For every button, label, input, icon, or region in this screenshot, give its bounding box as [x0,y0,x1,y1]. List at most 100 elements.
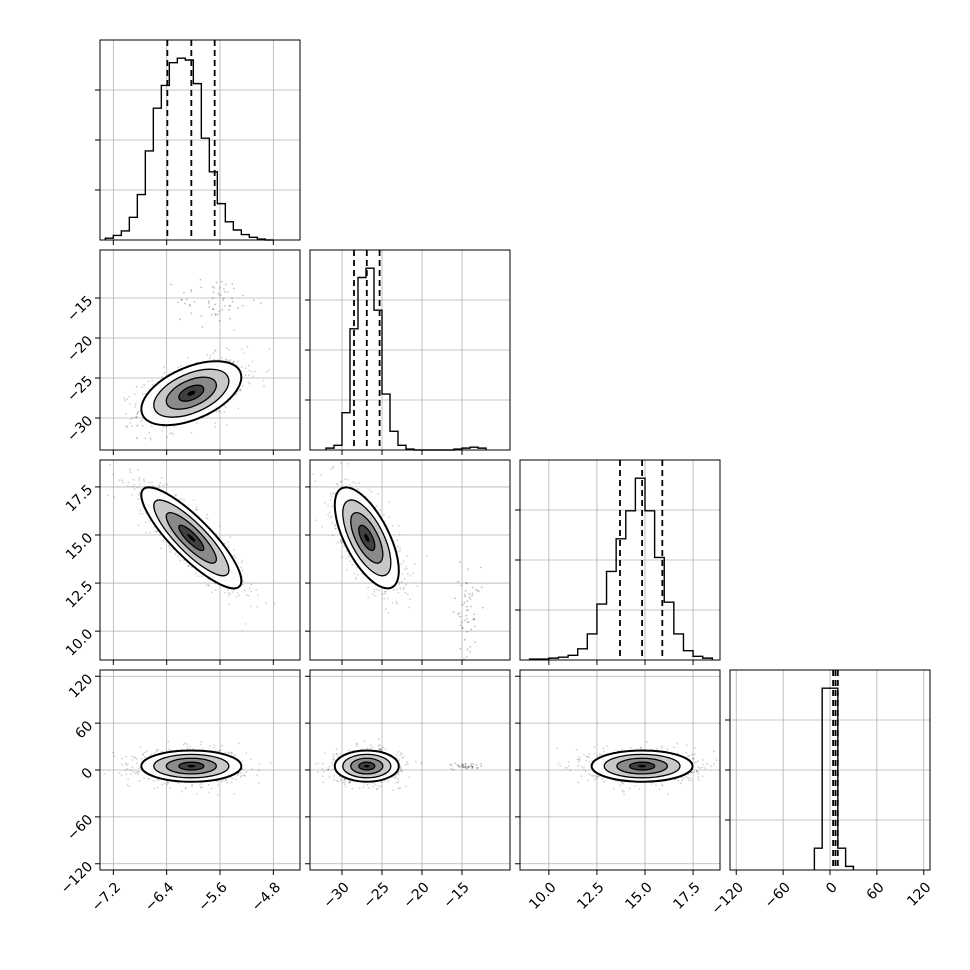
scatter-point [200,314,203,317]
scatter-point [464,763,467,766]
scatter-point [189,745,192,748]
scatter-point [327,513,329,516]
scatter-point [180,365,182,367]
scatter-point [127,481,130,484]
scatter-point [416,585,419,587]
scatter-point [124,399,126,402]
scatter-point [217,793,219,796]
scatter-point [396,550,399,553]
scatter-point [149,438,152,441]
scatter-point [134,757,137,759]
scatter-point [171,548,174,551]
scatter-point [161,783,163,786]
scatter-point [463,619,466,622]
scatter-point [129,422,132,424]
scatter-point [400,580,403,583]
scatter-point [177,782,179,785]
scatter-point [559,765,562,767]
scatter-point [213,746,216,749]
scatter-point [387,780,389,782]
scatter-point [160,750,163,753]
scatter-point [252,375,255,378]
scatter-point [329,468,332,470]
scatter-point [369,747,372,750]
scatter-point [234,394,237,396]
scatter-point [239,388,242,391]
scatter-point [468,766,471,768]
scatter-point [229,593,231,595]
scatter-point [469,764,472,767]
scatter-point [223,410,226,413]
scatter-point [236,774,239,776]
scatter-point [141,754,144,756]
scatter-point [148,431,150,434]
scatter-point [231,777,234,780]
scatter-point [127,485,129,487]
scatter-point [141,419,144,421]
scatter-point [131,759,134,761]
scatter-point [138,770,140,773]
scatter-point [470,765,473,768]
scatter-point [223,404,226,407]
scatter-point [694,753,696,756]
scatter-point [355,482,358,485]
scatter-point [459,765,461,768]
scatter-point [222,779,225,782]
scatter-point [211,297,214,300]
scatter-point [621,781,624,783]
scatter-point [194,508,197,511]
scatter-point [415,760,417,763]
scatter-point [230,781,233,784]
scatter-point [124,762,127,764]
scatter-point [372,593,374,596]
scatter-point [177,366,179,369]
scatter-point [200,743,202,746]
scatter-point [356,743,359,745]
scatter-point [125,425,127,428]
scatter-point [466,621,469,623]
scatter-point [206,518,209,520]
scatter-point [339,752,341,755]
scatter-point [380,785,383,788]
scatter-point [470,605,472,608]
scatter-point [480,763,483,765]
scatter-point [224,305,226,307]
scatter-point [233,554,236,557]
scatter-point [465,614,468,617]
scatter-point [336,779,338,782]
scatter-point [179,559,182,562]
scatter-point [231,297,234,300]
scatter-point [180,298,183,301]
scatter-point [219,294,222,297]
scatter-point [622,782,624,785]
scatter-point [129,471,132,473]
scatter-point [337,780,340,783]
scatter-point [346,478,349,481]
scatter-point [464,590,467,592]
scatter-point [201,748,204,750]
scatter-point [397,545,399,548]
scatter-point [331,521,334,524]
scatter-point [240,348,243,350]
scatter-point [162,539,165,542]
scatter-point [213,744,216,747]
scatter-point [145,531,147,534]
scatter-point [243,589,246,592]
scatter-point [322,781,325,784]
scatter-point [210,591,213,594]
scatter-point [452,768,455,771]
scatter-point [169,432,171,435]
scatter-point [400,562,403,565]
scatter-point [384,780,387,783]
scatter-point [143,480,146,482]
scatter-point [223,542,226,545]
scatter-point [403,586,405,589]
scatter-point [412,572,414,575]
scatter-point [189,303,191,306]
scatter-point [464,595,466,598]
scatter-point [340,480,343,483]
scatter-point [384,592,386,595]
scatter-point [208,585,211,587]
scatter-point [373,588,376,591]
scatter-point [315,519,318,522]
